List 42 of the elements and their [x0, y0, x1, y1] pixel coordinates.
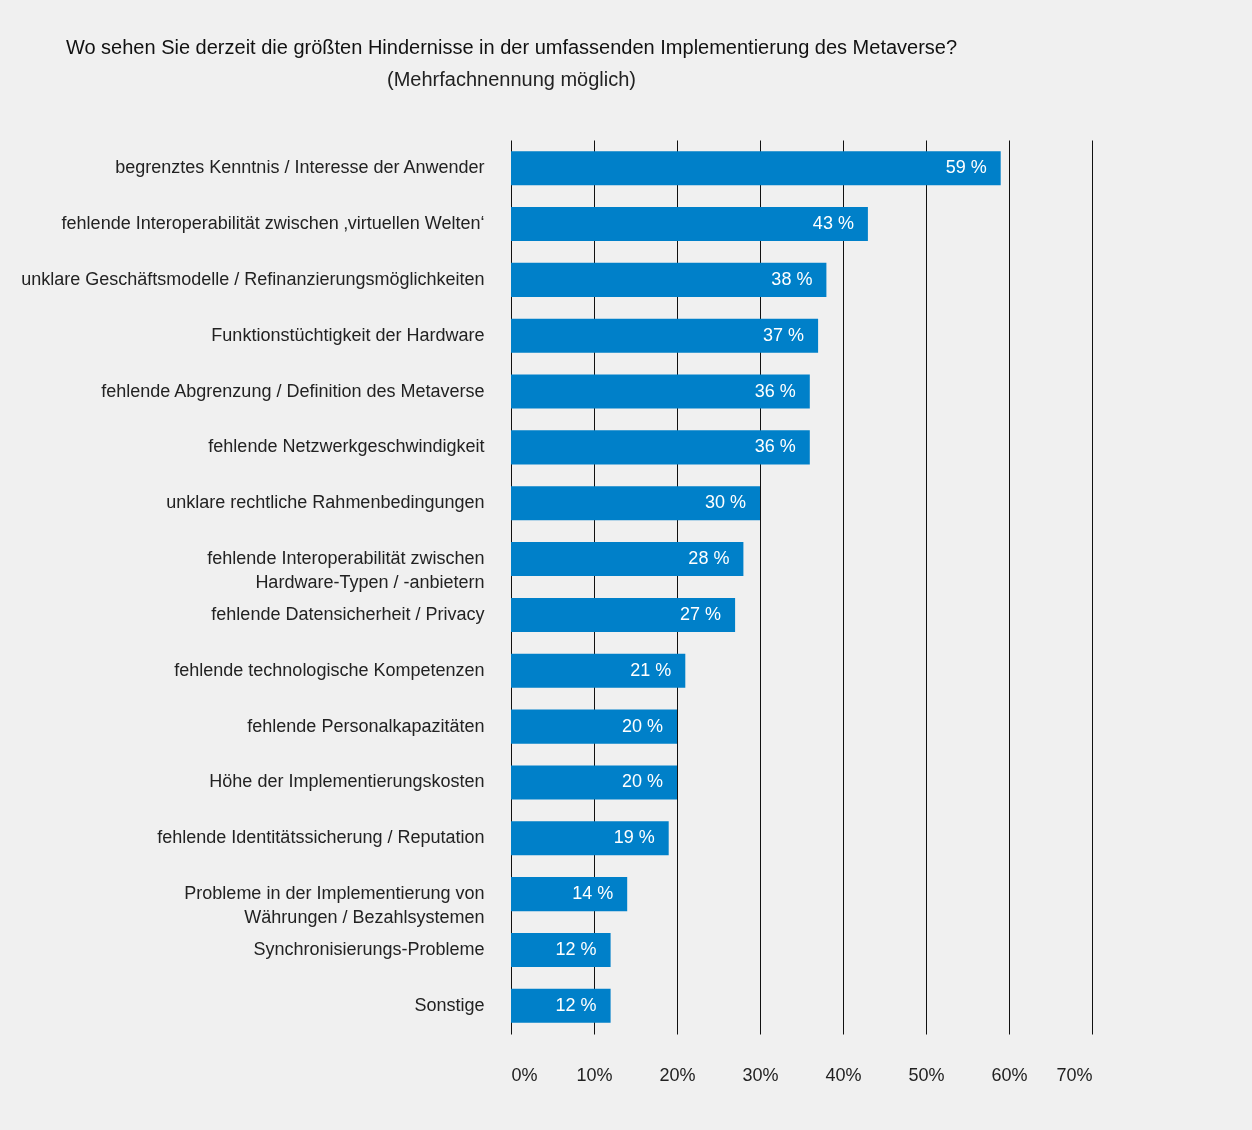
data-label: 28 %: [688, 548, 730, 569]
x-tick-label: 70%: [1056, 1064, 1093, 1085]
data-label: 20 %: [621, 715, 663, 736]
y-tick-label: fehlende Interoperabilität zwischen Hardware-Typen / -anbietern: [207, 548, 485, 593]
x-tick-label: 50%: [908, 1064, 945, 1085]
chart-subtitle: (Mehrfachnennung möglich): [386, 68, 637, 90]
data-label: 20 %: [621, 771, 663, 792]
y-tick-label: fehlende technologische Kompetenzen: [174, 659, 485, 680]
x-tick-label: 10%: [576, 1064, 613, 1085]
y-tick-label: fehlende Interoperabilität zwischen ‚virtuellen Welten‘: [61, 213, 485, 234]
data-label: 30 %: [704, 492, 746, 513]
data-label: 59 %: [945, 157, 987, 178]
data-label: 14 %: [572, 883, 614, 904]
y-tick-label: Probleme in der Implementierung von Währungen / Bezahlsystemen: [184, 883, 485, 928]
y-tick-label: begrenztes Kenntnis / Interesse der Anwender: [115, 157, 485, 178]
y-tick-label: fehlende Abgrenzung / Definition des Metaverse: [101, 380, 485, 401]
y-tick-label: Höhe der Implementierungskosten: [209, 771, 485, 792]
y-tick-label: Sonstige: [414, 994, 485, 1015]
x-tick-label: 20%: [659, 1064, 696, 1085]
data-label: 36 %: [754, 380, 796, 401]
x-tick-label: 60%: [991, 1064, 1028, 1085]
y-tick-label: fehlende Netzwerkgeschwindigkeit: [208, 436, 485, 457]
data-label: 37 %: [763, 324, 805, 345]
y-tick-label: fehlende Personalkapazitäten: [247, 715, 485, 736]
x-tick-label: 40%: [825, 1064, 862, 1085]
data-label: 43 %: [812, 213, 854, 234]
data-label: 21 %: [630, 659, 672, 680]
data-label: 38 %: [771, 268, 813, 289]
data-label: 19 %: [613, 827, 655, 848]
chart-title: Wo sehen Sie derzeit die größten Hindernisse in der umfassenden Implementierung des Metaverse?: [65, 36, 958, 58]
y-tick-label: fehlende Datensicherheit / Privacy: [211, 603, 485, 624]
data-label: 12 %: [555, 938, 597, 959]
data-label: 36 %: [754, 436, 796, 457]
y-tick-label: fehlende Identitätssicherung / Reputation: [157, 827, 485, 848]
y-tick-label: Synchronisierungs-Probleme: [253, 938, 485, 959]
data-label: 27 %: [680, 603, 722, 624]
data-label: 12 %: [555, 994, 597, 1015]
x-tick-label: 0%: [511, 1064, 538, 1085]
y-tick-label: unklare rechtliche Rahmenbedingungen: [166, 492, 485, 513]
x-tick-label: 30%: [742, 1064, 779, 1085]
y-tick-label: Funktionstüchtigkeit der Hardware: [211, 324, 485, 345]
y-tick-label: unklare Geschäftsmodelle / Refinanzierungsmöglichkeiten: [21, 268, 485, 289]
